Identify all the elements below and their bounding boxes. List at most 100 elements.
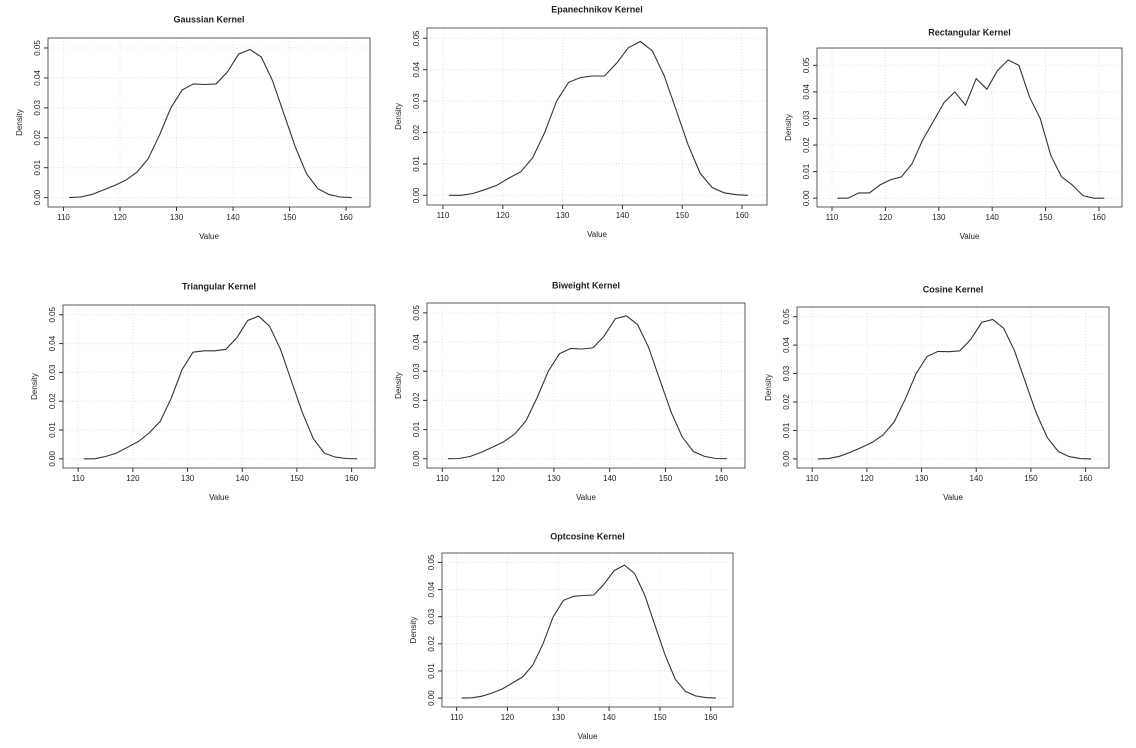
plot-frame (816, 47, 1123, 208)
x-tick-label: 130 (932, 213, 946, 222)
y-tick-label: 0.01 (412, 421, 421, 437)
density-panel: Triangular Kernel 110 120 130 140 150 160 0.00 0… (30, 281, 376, 502)
x-tick-label: 130 (915, 474, 929, 483)
y-tick-label: 0.00 (33, 189, 42, 205)
y-tick-label: 0.01 (48, 422, 57, 438)
x-tick-label: 110 (436, 474, 449, 483)
x-tick-label: 130 (547, 474, 561, 483)
y-axis-label: Density (409, 617, 418, 644)
x-tick-label: 150 (676, 211, 690, 220)
y-tick-label: 0.03 (782, 365, 791, 381)
x-tick-label: 140 (616, 211, 630, 220)
x-tick-label: 110 (57, 213, 70, 222)
y-tick-label: 0.02 (802, 137, 811, 153)
y-tick-label: 0.01 (412, 156, 421, 172)
x-tick-label: 140 (602, 713, 616, 722)
plot-frame (796, 306, 1110, 469)
y-tick-label: 0.00 (412, 187, 421, 203)
plot-frame (47, 37, 371, 208)
x-tick-label: 110 (806, 474, 819, 483)
x-axis-label: Value (576, 493, 596, 502)
density-panel: Biweight Kernel 110 120 130 140 150 160 0.00 0.0… (394, 280, 746, 502)
y-axis-label: Density (784, 114, 793, 141)
x-tick-label: 120 (126, 474, 140, 483)
y-tick-label: 0.04 (412, 334, 421, 350)
x-tick-label: 140 (226, 213, 240, 222)
y-tick-label: 0.04 (802, 84, 811, 100)
panel-title: Rectangular Kernel (928, 27, 1011, 37)
y-axis-label: Density (394, 103, 403, 130)
y-tick-label: 0.01 (802, 163, 811, 179)
y-tick-label: 0.01 (427, 663, 436, 679)
density-line (837, 59, 1105, 199)
y-tick-label: 0.02 (412, 124, 421, 140)
y-tick-label: 0.00 (782, 451, 791, 467)
x-tick-label: 150 (659, 474, 673, 483)
x-tick-label: 140 (603, 474, 617, 483)
x-tick-label: 160 (704, 713, 718, 722)
y-axis-label: Density (394, 372, 403, 399)
y-tick-label: 0.03 (48, 364, 57, 380)
x-tick-label: 150 (1039, 213, 1053, 222)
panel-title: Optcosine Kernel (550, 531, 625, 541)
x-tick-label: 130 (556, 211, 570, 220)
plot-frame (62, 304, 376, 469)
x-tick-label: 110 (826, 213, 839, 222)
y-axis-label: Density (15, 109, 24, 136)
y-tick-label: 0.05 (802, 57, 811, 73)
x-axis-label: Value (199, 232, 219, 241)
x-tick-label: 110 (72, 474, 85, 483)
x-tick-label: 160 (715, 474, 729, 483)
y-tick-label: 0.00 (802, 190, 811, 206)
y-tick-label: 0.03 (33, 100, 42, 116)
y-tick-label: 0.00 (427, 690, 436, 706)
x-tick-label: 150 (290, 474, 304, 483)
x-tick-label: 130 (170, 213, 184, 222)
y-axis-label: Density (30, 373, 39, 400)
x-tick-label: 150 (653, 713, 667, 722)
y-tick-label: 0.02 (412, 392, 421, 408)
density-line (461, 564, 716, 699)
y-tick-label: 0.04 (427, 581, 436, 597)
y-tick-label: 0.04 (782, 337, 791, 353)
panel-title: Triangular Kernel (182, 281, 256, 291)
y-tick-label: 0.00 (412, 450, 421, 466)
panel-title: Cosine Kernel (923, 284, 984, 294)
plot-frame (426, 27, 768, 206)
y-tick-label: 0.03 (412, 363, 421, 379)
y-tick-label: 0.01 (33, 159, 42, 175)
y-tick-label: 0.05 (782, 308, 791, 324)
y-tick-label: 0.05 (33, 40, 42, 56)
x-tick-label: 140 (986, 213, 1000, 222)
panel-title: Epanechnikov Kernel (551, 4, 643, 14)
x-tick-label: 160 (1079, 474, 1093, 483)
x-tick-label: 160 (339, 213, 353, 222)
y-tick-label: 0.05 (427, 554, 436, 570)
y-tick-label: 0.04 (48, 335, 57, 351)
x-tick-label: 120 (501, 713, 515, 722)
x-tick-label: 130 (181, 474, 195, 483)
density-line (449, 40, 749, 196)
density-line (69, 48, 352, 199)
x-tick-label: 150 (283, 213, 297, 222)
density-panel: Epanechnikov Kernel 110 120 130 140 150 160 0.0… (394, 4, 768, 239)
x-axis-label: Value (578, 732, 598, 741)
y-tick-label: 0.01 (782, 422, 791, 438)
x-tick-label: 120 (860, 474, 874, 483)
y-tick-label: 0.04 (412, 61, 421, 77)
y-tick-label: 0.03 (427, 608, 436, 624)
y-tick-label: 0.02 (782, 394, 791, 410)
x-tick-label: 150 (1024, 474, 1038, 483)
x-tick-label: 160 (1092, 213, 1106, 222)
x-tick-label: 110 (450, 713, 463, 722)
y-tick-label: 0.05 (48, 306, 57, 322)
y-tick-label: 0.02 (33, 129, 42, 145)
x-axis-label: Value (943, 493, 963, 502)
density-panel: Cosine Kernel 110 120 130 140 150 160 0.00 0.01 0… (764, 284, 1110, 502)
x-tick-label: 140 (236, 474, 250, 483)
y-tick-label: 0.04 (33, 70, 42, 86)
y-tick-label: 0.00 (48, 450, 57, 466)
y-tick-label: 0.05 (412, 30, 421, 46)
x-tick-label: 120 (113, 213, 127, 222)
